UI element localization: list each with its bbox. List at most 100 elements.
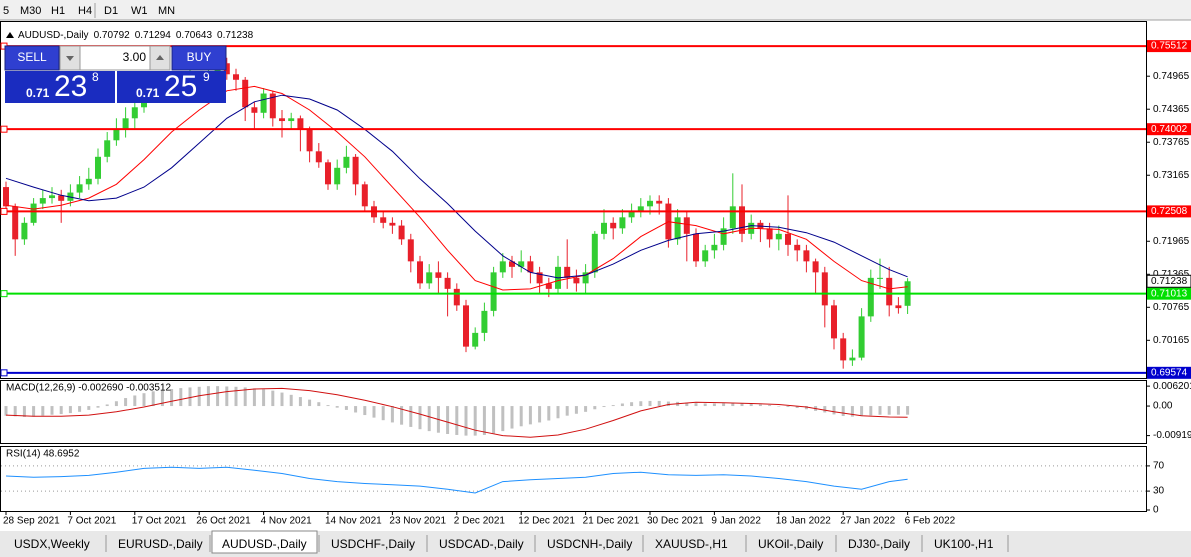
macd-bar xyxy=(896,406,900,415)
timeframe-button[interactable]: D1 xyxy=(104,5,118,17)
candle-body xyxy=(435,272,442,278)
candle-body xyxy=(481,310,488,333)
macd-bar xyxy=(41,406,45,416)
candle-body xyxy=(260,93,267,113)
macd-bar xyxy=(179,388,183,407)
tab[interactable]: DJ30-,Daily xyxy=(848,537,910,551)
macd-bar xyxy=(326,405,330,407)
y-tick-label: 30 xyxy=(1153,486,1165,497)
candle-body xyxy=(573,277,580,284)
x-tick-label: 23 Nov 2021 xyxy=(389,516,446,527)
macd-bar xyxy=(887,406,891,415)
candle-body xyxy=(536,272,543,284)
collapse-icon[interactable] xyxy=(6,32,14,38)
tab[interactable]: USDCHF-,Daily xyxy=(331,537,415,551)
timeframe-button[interactable]: M30 xyxy=(20,5,41,17)
macd-bar xyxy=(68,406,72,414)
tab[interactable]: XAUUSD-,H1 xyxy=(655,537,728,551)
tab[interactable]: USDCNH-,Daily xyxy=(547,537,632,551)
x-tick-label: 27 Jan 2022 xyxy=(840,516,895,527)
macd-bar xyxy=(105,404,109,407)
macd-bar xyxy=(473,406,477,436)
tab[interactable]: AUDUSD-,Daily xyxy=(222,537,307,551)
macd-bar xyxy=(160,389,164,407)
tab[interactable]: UK100-,H1 xyxy=(934,537,994,551)
ohlc-value: 0.70643 xyxy=(176,30,213,41)
timeframe-button[interactable]: W1 xyxy=(131,5,148,17)
candle-body xyxy=(674,217,681,240)
buy-price-box[interactable] xyxy=(117,71,226,103)
candle-body xyxy=(3,187,9,207)
candle-body xyxy=(352,156,359,185)
timeframe-button[interactable]: 5 xyxy=(3,5,9,17)
indicator-title: MACD(12,26,9) -0.002690 -0.003512 xyxy=(6,383,172,394)
indicator-title: RSI(14) 48.6952 xyxy=(6,449,80,460)
macd-bar xyxy=(96,406,100,408)
macd-bar xyxy=(694,403,698,407)
y-tick-label: 0.74365 xyxy=(1153,104,1190,115)
candle-body xyxy=(453,288,460,306)
tab[interactable]: UKOil-,Daily xyxy=(758,537,823,551)
candle-body xyxy=(619,217,626,229)
x-tick-label: 30 Dec 2021 xyxy=(647,516,704,527)
macd-bar xyxy=(501,406,505,432)
macd-bar xyxy=(59,406,63,415)
macd-bar xyxy=(841,406,845,417)
candle-body xyxy=(95,156,101,179)
current-price-box xyxy=(1146,274,1191,288)
macd-bar xyxy=(666,401,670,407)
candle-body xyxy=(361,184,368,207)
macd-bar xyxy=(13,406,17,417)
current-price: 0.71238 xyxy=(1151,276,1188,287)
macd-bar xyxy=(170,389,174,407)
macd-bar xyxy=(593,406,597,410)
buy-button[interactable] xyxy=(171,45,227,71)
macd-bar xyxy=(308,399,312,407)
macd-bar xyxy=(823,406,827,413)
candle-body xyxy=(877,277,883,279)
tab[interactable]: USDX,Weekly xyxy=(14,537,90,551)
symbol: AUDUSD-,Daily xyxy=(18,30,89,41)
macd-bar xyxy=(832,406,836,415)
macd-bar xyxy=(188,387,192,407)
macd-bar xyxy=(574,406,578,414)
tab[interactable]: EURUSD-,Daily xyxy=(118,537,203,551)
candle-body xyxy=(509,261,515,267)
x-tick-label: 26 Oct 2021 xyxy=(196,516,251,527)
ohlc-value: 0.71294 xyxy=(135,30,172,41)
candle-body xyxy=(647,200,653,207)
tab[interactable]: USDCAD-,Daily xyxy=(439,537,524,551)
candle-body xyxy=(518,261,525,267)
timeframe-button[interactable]: H1 xyxy=(51,5,65,17)
macd-bar xyxy=(206,386,210,407)
candle-body xyxy=(886,277,893,306)
y-tick-label: 0.71365 xyxy=(1153,269,1190,280)
candle-body xyxy=(297,118,304,130)
candle-body xyxy=(499,261,506,273)
candle-body xyxy=(683,217,690,234)
macd-bar xyxy=(777,406,781,407)
level-label: 0.74002 xyxy=(1151,124,1188,135)
candle-body xyxy=(637,206,644,212)
sell-button[interactable] xyxy=(4,45,60,71)
macd-bar xyxy=(731,402,735,407)
macd-bar xyxy=(906,406,910,415)
timeframe-button[interactable]: H4 xyxy=(78,5,92,17)
timeframe-button[interactable]: MN xyxy=(158,5,175,17)
y-tick-label: 0.73765 xyxy=(1153,137,1190,148)
candle-body xyxy=(306,129,313,152)
candle-body xyxy=(251,107,258,113)
level-handle xyxy=(0,290,8,298)
candle-body xyxy=(757,222,764,229)
macd-bar xyxy=(446,406,450,435)
macd-bar xyxy=(317,402,321,407)
price-big: 25 xyxy=(164,70,197,103)
sell-price-box[interactable] xyxy=(5,71,115,103)
macd-bar xyxy=(722,403,726,407)
macd-bar xyxy=(758,404,762,407)
macd-bar xyxy=(22,406,26,417)
macd-bar xyxy=(620,403,624,407)
candle-body xyxy=(785,233,791,245)
macd-bar xyxy=(133,395,137,407)
arrow-up xyxy=(156,55,164,60)
